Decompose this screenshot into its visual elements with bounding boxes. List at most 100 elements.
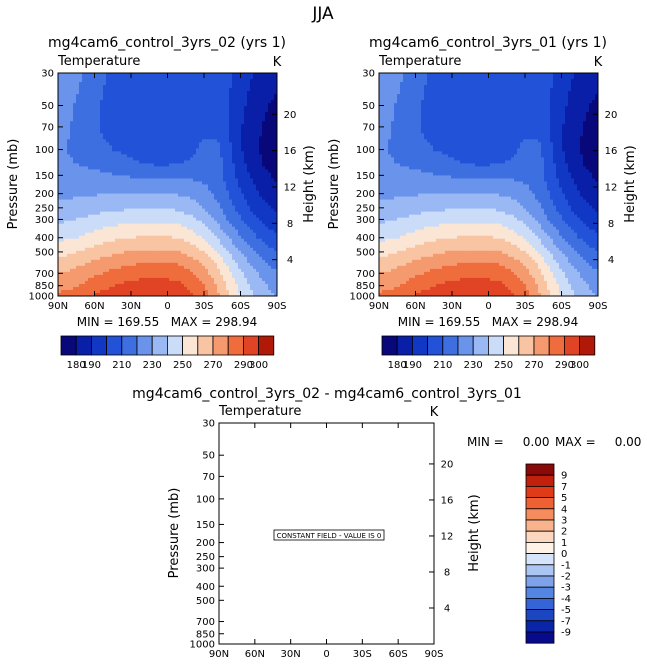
contour-cell <box>208 181 212 186</box>
contour-cell <box>124 241 128 246</box>
contour-cell <box>211 247 215 252</box>
contour-cell <box>256 205 260 210</box>
contour-cell <box>73 259 77 264</box>
contour-cell <box>181 94 185 98</box>
contour-cell <box>58 136 62 140</box>
contour-cell <box>214 181 218 186</box>
contour-cell <box>103 94 107 98</box>
contour-cell <box>94 157 98 161</box>
contour-cell <box>199 196 203 201</box>
contour-cell <box>247 142 251 146</box>
contour-cell <box>100 139 104 143</box>
contour-cell <box>136 220 140 225</box>
contour-cell <box>268 268 272 273</box>
contour-cell <box>112 148 116 152</box>
contour-cell <box>61 223 65 228</box>
contour-cell <box>223 145 227 149</box>
contour-cell <box>214 238 218 243</box>
contour-cell <box>112 211 116 216</box>
contour-cell <box>196 121 200 125</box>
contour-cell <box>103 166 107 171</box>
contour-cell <box>118 157 122 161</box>
contour-cell <box>259 115 263 119</box>
contour-cell <box>124 208 128 213</box>
contour-cell <box>124 244 128 249</box>
contour-cell <box>154 163 158 168</box>
contour-cell <box>274 205 277 210</box>
contour-cell <box>208 244 212 249</box>
contour-cell <box>139 196 143 201</box>
contour-cell <box>139 169 143 174</box>
contour-cell <box>205 82 209 86</box>
contour-cell <box>163 235 167 240</box>
contour-cell <box>196 223 200 228</box>
contour-cell <box>205 109 209 113</box>
contour-cell <box>76 265 80 270</box>
contour-cell <box>244 76 248 80</box>
contour-cell <box>193 136 197 140</box>
contour-cell <box>193 226 197 231</box>
contour-cell <box>214 121 218 125</box>
contour-cell <box>100 187 104 192</box>
contour-cell <box>181 199 185 204</box>
contour-cell <box>133 73 137 77</box>
contour-cell <box>274 187 277 192</box>
contour-cell <box>64 139 68 143</box>
contour-cell <box>187 151 191 155</box>
contour-cell <box>193 199 197 204</box>
contour-cell <box>202 235 206 240</box>
contour-cell <box>208 220 212 225</box>
contour-cell <box>160 244 164 249</box>
contour-cell <box>199 265 203 270</box>
contour-cell <box>148 238 152 243</box>
contour-cell <box>205 85 209 89</box>
contour-cell <box>79 172 83 177</box>
contour-cell <box>220 139 224 143</box>
contour-cell <box>187 127 191 131</box>
contour-cell <box>148 82 152 86</box>
contour-cell <box>79 253 83 258</box>
contour-cell <box>271 166 275 171</box>
contour-cell <box>133 202 137 207</box>
contour-cell <box>262 178 266 183</box>
contour-cell <box>142 133 146 137</box>
contour-cell <box>64 238 68 243</box>
contour-cell <box>85 265 89 270</box>
contour-cell <box>172 124 176 128</box>
contour-cell <box>157 256 161 261</box>
contour-cell <box>220 271 224 276</box>
contour-cell <box>268 193 272 198</box>
contour-cell <box>142 241 146 246</box>
contour-cell <box>220 76 224 80</box>
contour-cell <box>199 97 203 101</box>
contour-cell <box>64 124 68 128</box>
contour-cell <box>235 262 239 267</box>
contour-cell <box>142 97 146 101</box>
contour-cell <box>145 118 149 122</box>
contour-cell <box>166 115 170 119</box>
contour-cell <box>160 271 164 276</box>
contour-cell <box>211 250 215 255</box>
contour-cell <box>163 259 167 264</box>
contour-cell <box>214 142 218 146</box>
contour-cell <box>118 184 122 189</box>
contour-cell <box>202 226 206 231</box>
contour-cell <box>124 82 128 86</box>
contour-cell <box>73 85 77 89</box>
contour-cell <box>94 88 98 92</box>
contour-cell <box>58 94 62 98</box>
contour-cell <box>139 142 143 146</box>
contour-cell <box>94 106 98 110</box>
contour-cell <box>238 172 242 177</box>
contour-cell <box>247 127 251 131</box>
contour-cell <box>232 169 236 174</box>
contour-cell <box>253 223 257 228</box>
contour-cell <box>61 82 65 86</box>
contour-cell <box>172 130 176 134</box>
contour-cell <box>133 214 137 219</box>
contour-cell <box>223 238 227 243</box>
contour-cell <box>139 109 143 113</box>
contour-cell <box>103 187 107 192</box>
contour-cell <box>64 229 68 234</box>
contour-cell <box>262 124 266 128</box>
